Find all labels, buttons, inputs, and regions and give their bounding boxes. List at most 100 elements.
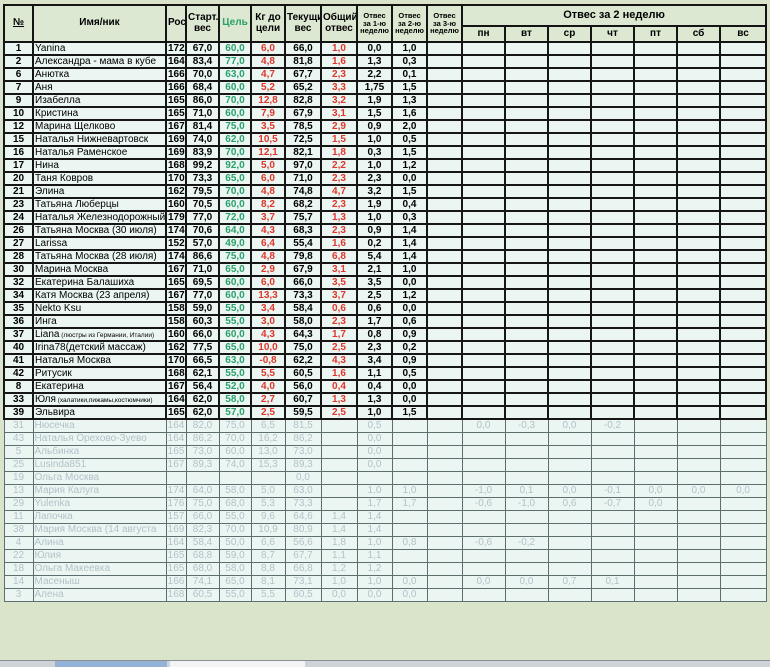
cell-name[interactable]: Nekto Ksu bbox=[32, 301, 167, 316]
cell-day-сб[interactable] bbox=[676, 353, 721, 368]
cell-goal[interactable]: 64,0 bbox=[218, 223, 252, 238]
cell-day-чт[interactable] bbox=[590, 405, 635, 420]
cell-day-вт[interactable] bbox=[504, 132, 549, 147]
cell-day-вс[interactable] bbox=[718, 353, 768, 368]
cell-week3[interactable] bbox=[426, 431, 463, 446]
horizontal-scrollbar[interactable] bbox=[0, 660, 770, 667]
cell-num[interactable]: 38 bbox=[3, 522, 34, 537]
cell-height[interactable]: 169 bbox=[165, 145, 187, 160]
cell-start[interactable]: 70,6 bbox=[185, 223, 220, 238]
cell-name[interactable]: Кристина bbox=[32, 106, 167, 121]
cell-week2[interactable] bbox=[391, 522, 428, 537]
cell-total[interactable]: 1,6 bbox=[320, 236, 358, 251]
cell-togoal[interactable]: 8,2 bbox=[250, 197, 286, 212]
cell-day-ср[interactable] bbox=[547, 548, 592, 563]
cell-start[interactable]: 66,0 bbox=[185, 327, 220, 342]
cell-day-чт[interactable] bbox=[590, 314, 635, 329]
cell-day-вс[interactable] bbox=[718, 379, 768, 394]
cell-day-чт[interactable] bbox=[590, 236, 635, 251]
cell-num[interactable]: 40 bbox=[3, 340, 34, 355]
cell-day-вс[interactable] bbox=[718, 223, 768, 238]
cell-day-вт[interactable] bbox=[504, 158, 549, 173]
cell-week1[interactable]: 1,0 bbox=[356, 574, 393, 589]
cell-total[interactable]: 1,6 bbox=[320, 366, 358, 381]
cell-day-вс[interactable] bbox=[719, 509, 767, 524]
cell-week3[interactable] bbox=[426, 132, 463, 147]
cell-day-вс[interactable] bbox=[718, 93, 768, 108]
cell-togoal[interactable]: 5,0 bbox=[250, 158, 286, 173]
cell-num[interactable]: 18 bbox=[3, 561, 34, 576]
cell-day-пт[interactable] bbox=[633, 197, 678, 212]
cell-day-пн[interactable] bbox=[461, 93, 506, 108]
cell-day-вт[interactable] bbox=[504, 54, 549, 69]
cell-total[interactable]: 3,1 bbox=[320, 106, 358, 121]
cell-week2[interactable]: 2,0 bbox=[391, 119, 428, 134]
cell-goal[interactable]: 58,0 bbox=[218, 561, 252, 576]
cell-day-чт[interactable] bbox=[590, 522, 635, 537]
cell-name[interactable]: Марина Щелково bbox=[32, 119, 167, 134]
cell-num[interactable]: 24 bbox=[3, 210, 34, 225]
cell-name[interactable]: Liana (люстры из Германии, Италии) bbox=[32, 327, 167, 342]
cell-name[interactable]: Юлия bbox=[32, 548, 167, 563]
cell-week2[interactable]: 1,5 bbox=[391, 80, 428, 95]
cell-goal[interactable]: 55,0 bbox=[218, 314, 252, 329]
cell-current[interactable]: 67,7 bbox=[284, 548, 322, 563]
cell-goal[interactable]: 74,0 bbox=[218, 457, 252, 472]
cell-togoal[interactable]: 5,0 bbox=[250, 483, 286, 498]
cell-current[interactable]: 73,1 bbox=[284, 574, 322, 589]
cell-day-сб[interactable] bbox=[676, 249, 721, 264]
cell-start[interactable]: 73,3 bbox=[185, 171, 220, 186]
cell-day-вс[interactable] bbox=[718, 392, 768, 407]
cell-total[interactable]: 0,4 bbox=[320, 379, 358, 394]
cell-name[interactable]: Татьяна Москва (30 июля) bbox=[32, 223, 167, 238]
cell-current[interactable]: 80,9 bbox=[284, 522, 322, 537]
cell-current[interactable]: 67,7 bbox=[284, 67, 322, 82]
cell-week1[interactable]: 2,3 bbox=[356, 340, 393, 355]
cell-height[interactable]: 167 bbox=[165, 457, 187, 472]
header-height[interactable]: Рост bbox=[165, 4, 187, 43]
cell-week3[interactable] bbox=[426, 509, 463, 524]
cell-total[interactable]: 0,6 bbox=[320, 301, 358, 316]
cell-num[interactable]: 26 bbox=[3, 223, 34, 238]
cell-day-пт[interactable] bbox=[633, 457, 678, 472]
cell-num[interactable]: 31 bbox=[3, 418, 34, 433]
cell-day-пн[interactable] bbox=[461, 509, 506, 524]
cell-togoal[interactable]: 6,5 bbox=[250, 418, 286, 433]
cell-togoal[interactable]: 2,9 bbox=[250, 262, 286, 277]
cell-start[interactable]: 89,3 bbox=[185, 457, 220, 472]
cell-current[interactable]: 79,8 bbox=[284, 249, 322, 264]
cell-togoal[interactable]: 10,9 bbox=[250, 522, 286, 537]
cell-height[interactable]: 165 bbox=[165, 275, 187, 290]
cell-total[interactable]: 2,5 bbox=[320, 340, 358, 355]
cell-togoal[interactable]: 6,6 bbox=[250, 535, 286, 550]
cell-height[interactable]: 158 bbox=[165, 314, 187, 329]
cell-day-пн[interactable]: -0,6 bbox=[461, 496, 506, 511]
cell-day-вс[interactable] bbox=[719, 457, 767, 472]
cell-current[interactable]: 0,0 bbox=[284, 470, 322, 485]
cell-day-вс[interactable] bbox=[719, 431, 767, 446]
cell-togoal[interactable]: 4,8 bbox=[250, 184, 286, 199]
cell-name[interactable]: Александра - мама в кубе bbox=[32, 54, 167, 69]
cell-day-чт[interactable] bbox=[590, 379, 635, 394]
cell-goal[interactable]: 59,0 bbox=[218, 548, 252, 563]
cell-day-пн[interactable] bbox=[461, 197, 506, 212]
cell-week2[interactable]: 0,4 bbox=[391, 197, 428, 212]
cell-week3[interactable] bbox=[426, 301, 463, 316]
cell-togoal[interactable]: 16,2 bbox=[250, 431, 286, 446]
cell-day-пн[interactable] bbox=[461, 262, 506, 277]
cell-day-пт[interactable] bbox=[633, 314, 678, 329]
cell-week3[interactable] bbox=[426, 197, 463, 212]
cell-name[interactable]: Lusinda851 bbox=[32, 457, 167, 472]
cell-day-ср[interactable] bbox=[547, 327, 592, 342]
cell-total[interactable]: 1,1 bbox=[320, 548, 358, 563]
cell-week1[interactable]: 0,9 bbox=[356, 119, 393, 134]
cell-day-ср[interactable] bbox=[547, 80, 592, 95]
cell-togoal[interactable]: 4,0 bbox=[250, 379, 286, 394]
cell-total[interactable] bbox=[320, 483, 358, 498]
cell-height[interactable]: 164 bbox=[165, 535, 187, 550]
cell-day-пн[interactable] bbox=[461, 392, 506, 407]
cell-day-вс[interactable] bbox=[718, 80, 768, 95]
cell-num[interactable]: 14 bbox=[3, 574, 34, 589]
cell-day-вт[interactable]: -0,2 bbox=[504, 535, 549, 550]
cell-start[interactable]: 56,4 bbox=[185, 379, 220, 394]
